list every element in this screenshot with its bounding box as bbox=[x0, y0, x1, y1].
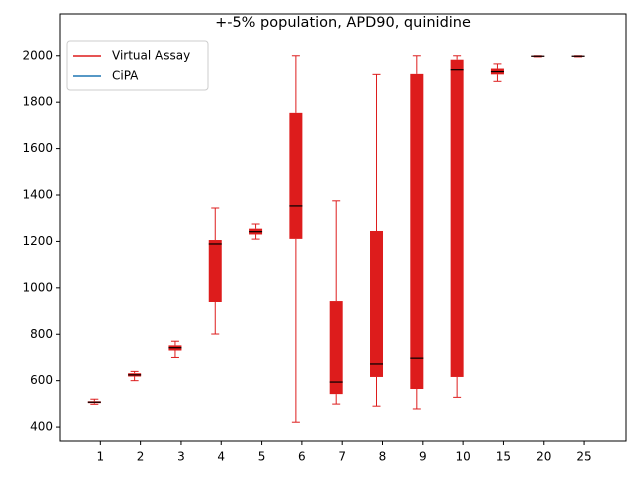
x-tick-label: 10 bbox=[455, 450, 470, 464]
y-tick-label: 800 bbox=[30, 327, 53, 341]
plot-frame bbox=[59, 13, 627, 442]
x-tick-label: 5 bbox=[258, 450, 266, 464]
x-tick-label: 9 bbox=[419, 450, 427, 464]
legend-box bbox=[66, 40, 209, 91]
box bbox=[370, 230, 384, 377]
y-tick-label: 600 bbox=[30, 373, 53, 387]
x-tick-label: 6 bbox=[298, 450, 306, 464]
y-tick-label: 1800 bbox=[22, 95, 53, 109]
x-tick-label: 1 bbox=[96, 450, 104, 464]
chart-title: +-5% population, APD90, quinidine bbox=[215, 15, 471, 31]
y-tick-label: 1600 bbox=[22, 141, 53, 155]
box bbox=[329, 301, 343, 395]
legend-label: Virtual Assay bbox=[112, 49, 190, 63]
x-tick-label: 20 bbox=[536, 450, 551, 464]
y-tick-label: 1200 bbox=[22, 234, 53, 248]
x-tick-label: 7 bbox=[338, 450, 346, 464]
x-tick-label: 3 bbox=[177, 450, 185, 464]
y-tick-label: 2000 bbox=[22, 48, 53, 62]
box bbox=[410, 73, 424, 390]
x-tick-label: 15 bbox=[496, 450, 511, 464]
x-tick-label: 8 bbox=[379, 450, 387, 464]
y-tick-label: 1000 bbox=[22, 280, 53, 294]
box bbox=[289, 112, 303, 239]
y-tick-label: 1400 bbox=[22, 188, 53, 202]
box bbox=[450, 59, 464, 377]
legend-label: CiPA bbox=[112, 69, 139, 83]
y-tick-label: 400 bbox=[30, 420, 53, 434]
box bbox=[208, 240, 222, 302]
x-tick-label: 25 bbox=[576, 450, 591, 464]
x-tick-label: 2 bbox=[137, 450, 145, 464]
x-tick-label: 4 bbox=[217, 450, 225, 464]
